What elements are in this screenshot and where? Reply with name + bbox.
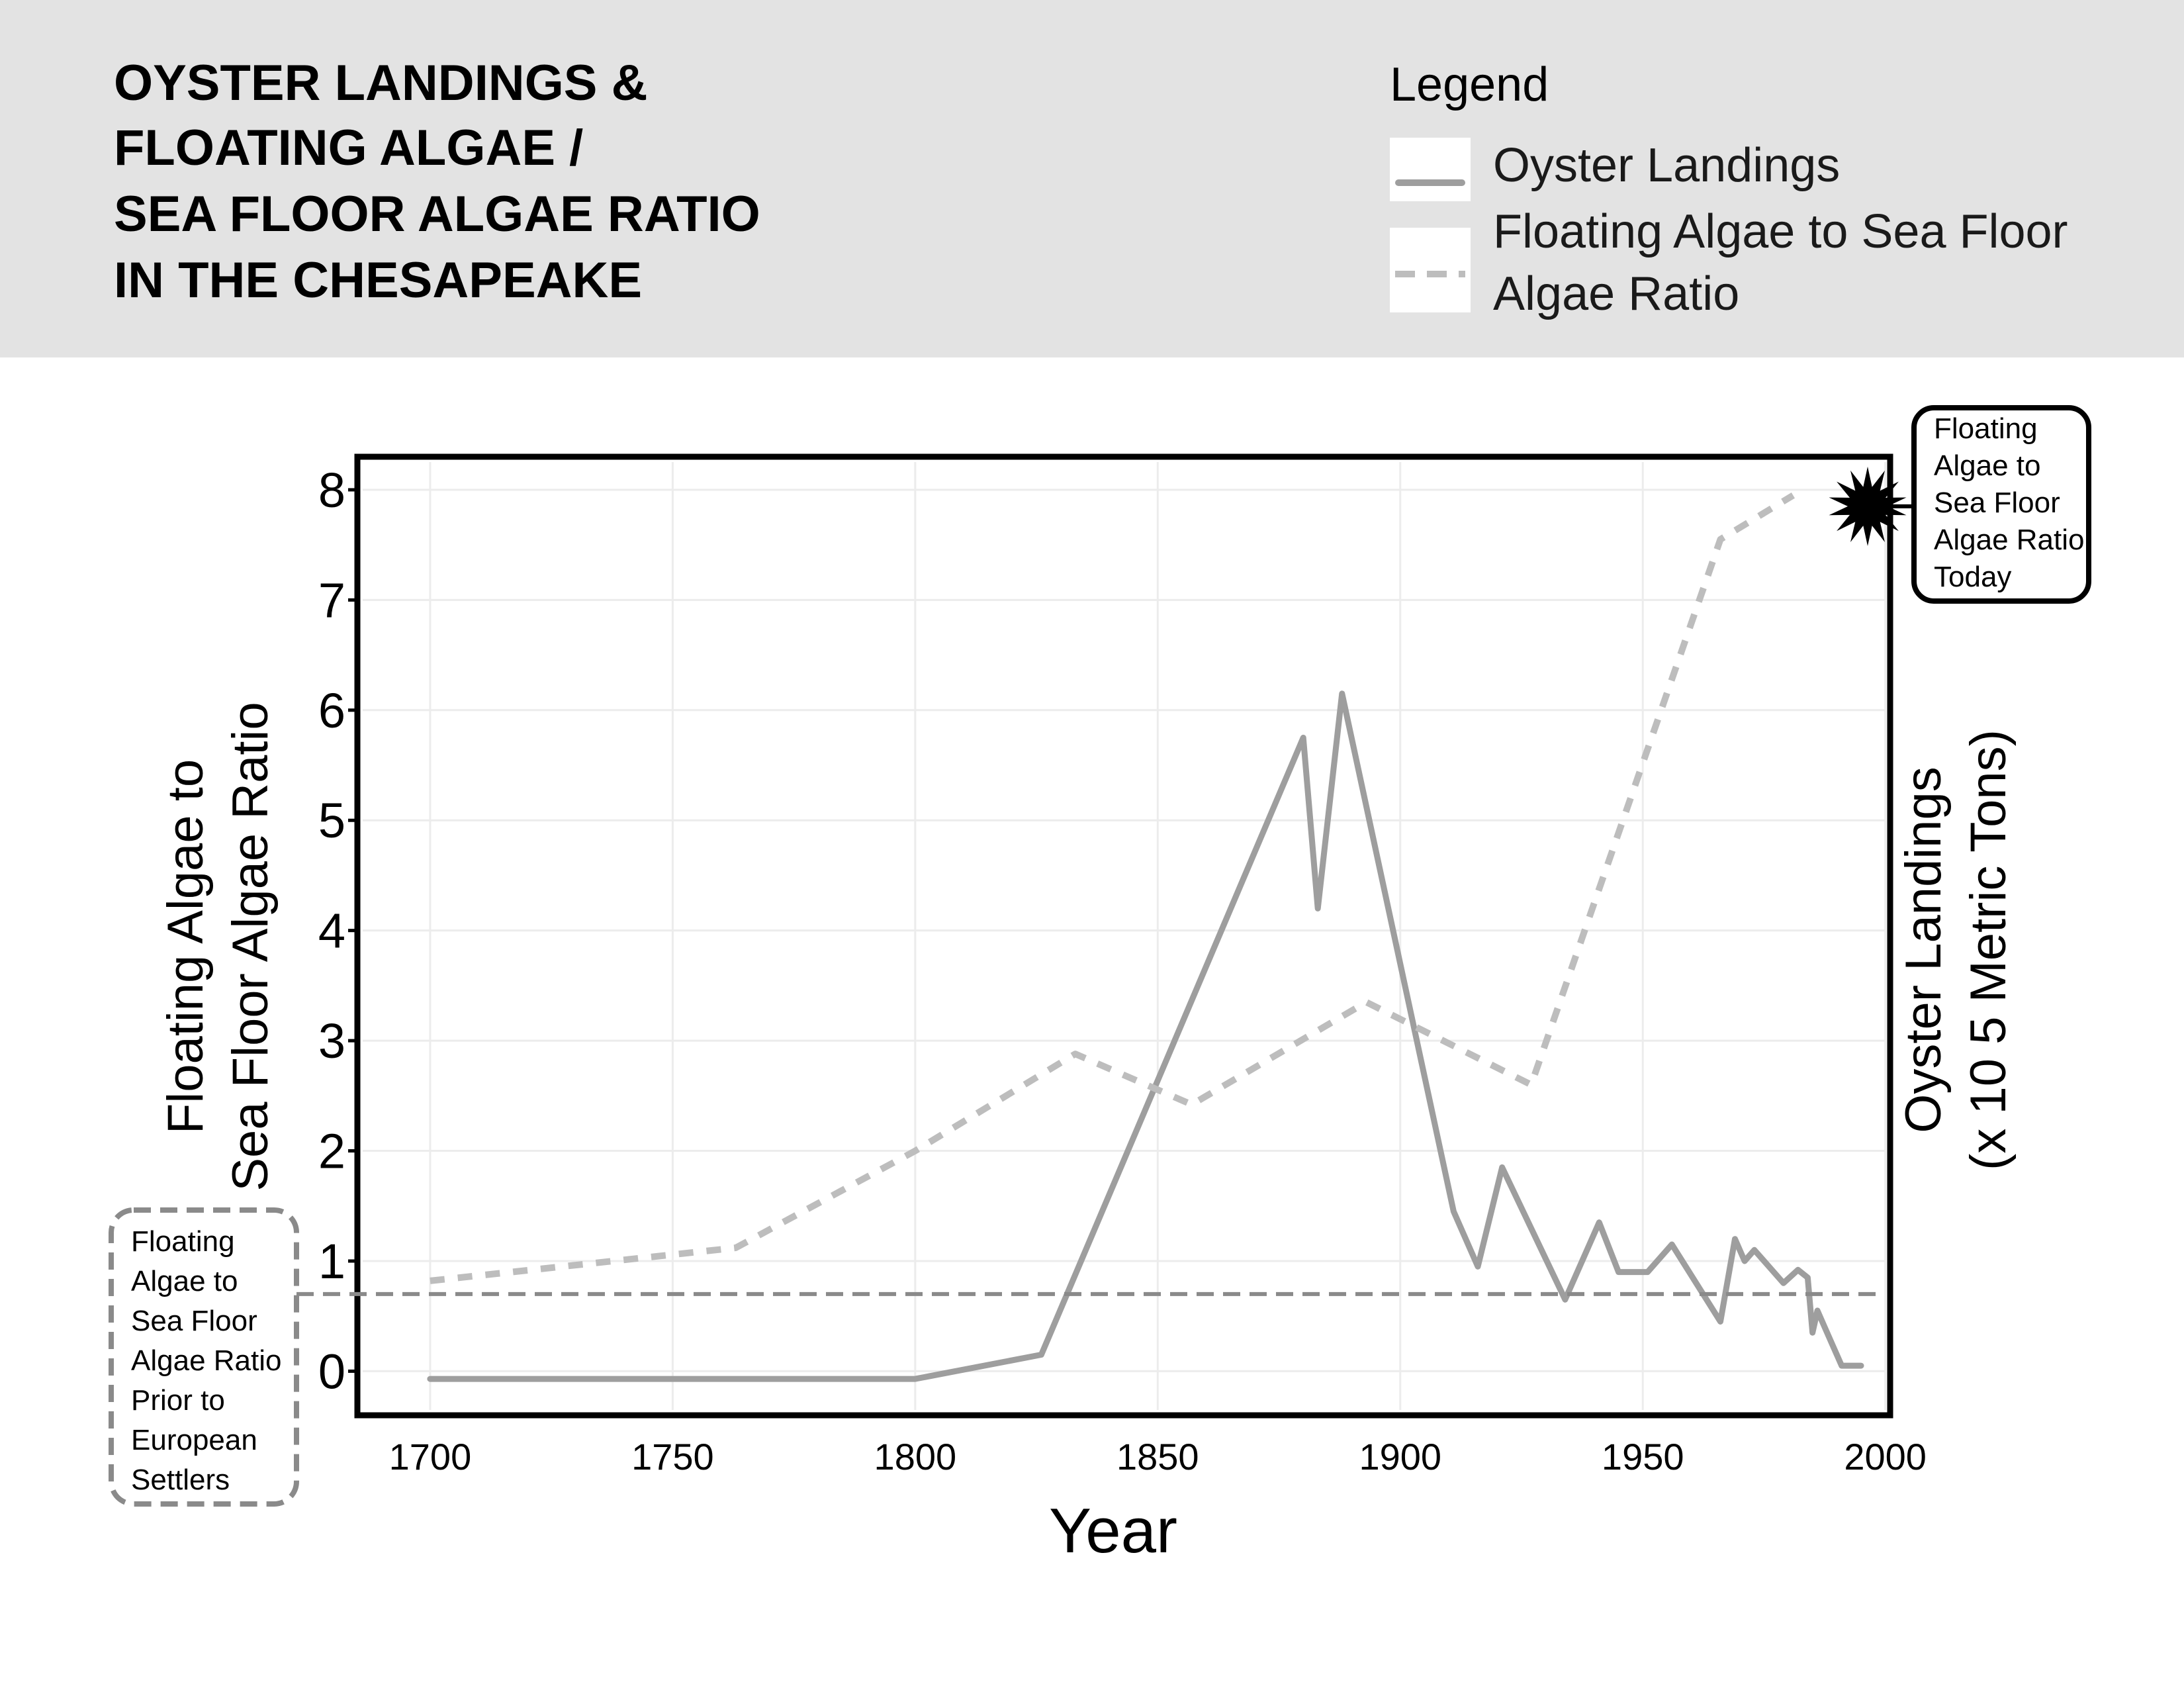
- header-panel: [0, 0, 2184, 357]
- chart-title-line-2: FLOATING ALGAE /: [114, 120, 584, 176]
- legend-label-ratio-line-2: Algae Ratio: [1493, 267, 1740, 320]
- y-tick-label-5: 5: [318, 793, 345, 848]
- starburst-icon: [1829, 466, 1914, 546]
- x-tick-label-1800: 1800: [874, 1436, 957, 1477]
- x-tick-label-1700: 1700: [389, 1436, 472, 1477]
- x-tick-label-1850: 1850: [1116, 1436, 1199, 1477]
- y-tick-label-2: 2: [318, 1124, 345, 1179]
- series-layer: [427, 492, 1864, 1382]
- axes: 0 1 2 3 4 5 6 7 8 1700 1750 1800 1850 1900 1950 2000: [318, 463, 1927, 1477]
- starburst-shape: [1829, 466, 1907, 546]
- plot-frame: [354, 453, 1893, 1419]
- y-axis-left-title-line-1: Floating Algae to: [158, 759, 214, 1134]
- y-tick-label-4: 4: [318, 904, 345, 959]
- plot-background: [357, 457, 1890, 1415]
- today-callout-text: Floating Algae to Sea Floor Algae Ratio …: [1934, 412, 2085, 593]
- legend-label-ratio-line-1: Floating Algae to Sea Floor: [1493, 205, 2068, 258]
- prior-callout: [109, 1207, 299, 1507]
- chart-title-line-4: IN THE CHESAPEAKE: [114, 252, 643, 308]
- prior-callout-box: [109, 1207, 299, 1507]
- y-tick-label-1: 1: [318, 1234, 345, 1289]
- x-tick-label-1900: 1900: [1359, 1436, 1441, 1477]
- x-tick-label-1950: 1950: [1602, 1436, 1684, 1477]
- y-axis-right-title: Oyster Landings (x 10 5 Metric Tons): [1895, 729, 2017, 1170]
- y-tick-label-6: 6: [318, 683, 345, 738]
- y-axis-right-title-line-1: Oyster Landings: [1895, 767, 1952, 1133]
- y-axis-right-title-line-2: (x 10 5 Metric Tons): [1960, 729, 2017, 1170]
- y-tick-label-8: 8: [318, 463, 345, 518]
- y-tick-label-7: 7: [318, 573, 345, 628]
- y-axis-left-title-line-2: Sea Floor Algae Ratio: [222, 702, 279, 1191]
- y-tick-label-3: 3: [318, 1013, 345, 1068]
- series-line-algae-ratio: [430, 492, 1795, 1284]
- x-axis-title: Year: [1049, 1495, 1177, 1566]
- legend-swatch-oyster: [1390, 138, 1471, 201]
- legend-swatch-ratio: [1390, 228, 1471, 312]
- chart-title-line-1: OYSTER LANDINGS &: [114, 55, 648, 111]
- x-tick-label-1750: 1750: [631, 1436, 714, 1477]
- today-callout: [1829, 405, 2091, 604]
- y-tick-label-0: 0: [318, 1344, 345, 1399]
- legend-title: Legend: [1390, 58, 1549, 111]
- series-line-oyster-landings: [427, 690, 1864, 1382]
- chart-title-line-3: SEA FLOOR ALGAE RATIO: [114, 186, 760, 242]
- x-tick-label-2000: 2000: [1844, 1436, 1927, 1477]
- prior-callout-text: Floating Algae to Sea Floor Algae Ratio …: [131, 1225, 282, 1496]
- legend-label-oyster: Oyster Landings: [1493, 139, 1841, 192]
- grid: [363, 462, 1887, 1410]
- y-axis-left-title: Floating Algae to Sea Floor Algae Ratio: [158, 702, 279, 1191]
